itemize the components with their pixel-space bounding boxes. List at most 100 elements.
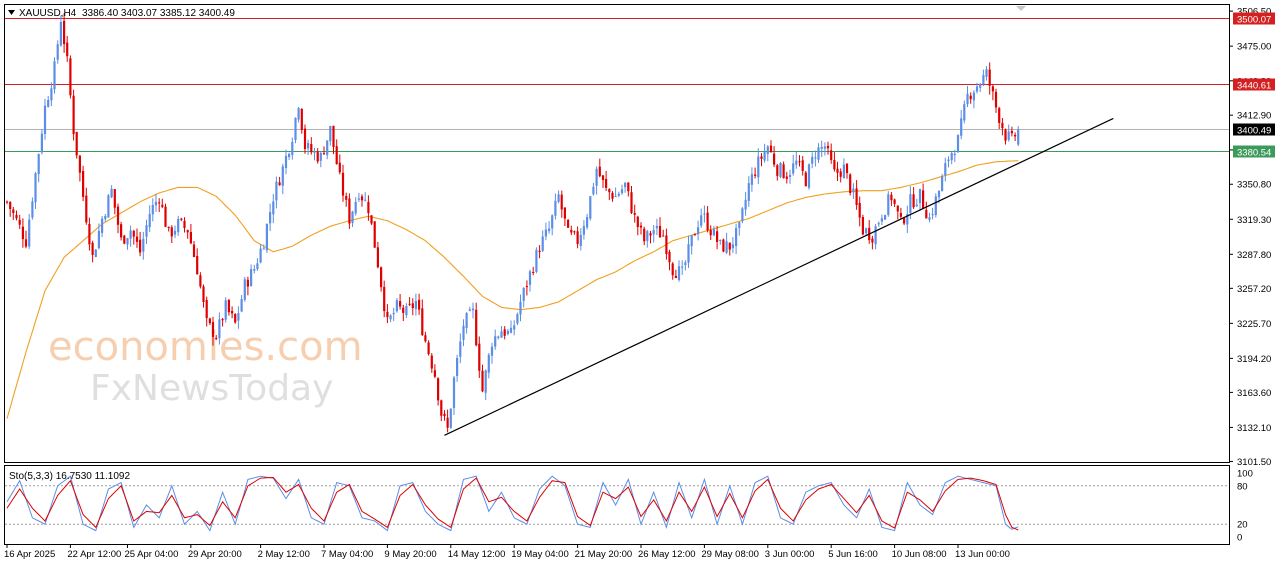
- candle-body: [706, 212, 709, 231]
- candle-body: [950, 153, 953, 161]
- candle-body: [120, 224, 123, 238]
- candle-body: [966, 93, 969, 105]
- candle-body: [364, 199, 367, 201]
- candle-body: [665, 235, 668, 254]
- candle-body: [750, 174, 753, 185]
- candle-body: [199, 275, 202, 287]
- candle-body: [788, 175, 792, 177]
- candle-body: [348, 198, 351, 224]
- candle-body: [617, 193, 620, 196]
- candle-body: [284, 155, 288, 168]
- candle-body: [294, 118, 297, 140]
- candle-body: [830, 150, 833, 161]
- candle-body: [934, 196, 937, 215]
- candle-body: [253, 269, 256, 271]
- candle-body: [684, 262, 687, 266]
- candle-body: [998, 108, 1001, 123]
- price-level-tag-3: [1233, 145, 1275, 158]
- y-tick-label-6: 3319.30: [1237, 215, 1271, 226]
- candle-body: [468, 309, 471, 311]
- candle-body: [345, 196, 348, 200]
- candle-body: [1004, 129, 1007, 141]
- x-tick-label-8: 19 May 04:00: [511, 549, 569, 560]
- osc-axis-label-2: 20: [1237, 520, 1248, 531]
- candle-body: [259, 248, 262, 263]
- candle-body: [303, 128, 307, 150]
- scroll-marker-icon[interactable]: [1016, 6, 1026, 11]
- candle-body: [915, 204, 918, 207]
- candle-body: [712, 229, 715, 236]
- candle-body: [899, 213, 902, 217]
- candle-body: [231, 311, 234, 314]
- candle-body: [278, 182, 281, 186]
- osc-axis-label-1: 80: [1237, 481, 1248, 492]
- candle-body: [395, 300, 398, 312]
- candle-body: [202, 286, 205, 302]
- candle-body: [500, 331, 503, 338]
- candle-body: [595, 168, 598, 186]
- candle-body: [836, 168, 839, 173]
- y-tick-label-11: 3163.60: [1237, 388, 1271, 399]
- candle-body: [582, 226, 585, 235]
- stoch-d-line: [6, 476, 1019, 531]
- candle-body: [763, 151, 766, 161]
- candle-body: [370, 215, 373, 224]
- candle-body: [849, 174, 852, 193]
- candle-body: [884, 215, 887, 220]
- candle-body: [972, 92, 975, 101]
- candle-body: [218, 319, 221, 339]
- candle-body: [535, 249, 538, 272]
- y-tick-label-0: 3506.50: [1237, 7, 1271, 18]
- candle-body: [487, 354, 490, 373]
- candle-body: [877, 223, 880, 225]
- candle-body: [953, 153, 956, 156]
- candle-body: [744, 199, 747, 210]
- candle-body: [129, 230, 132, 239]
- candle-body: [532, 272, 535, 273]
- candle-body: [592, 186, 595, 195]
- candle-body: [633, 213, 636, 215]
- candle-body: [101, 218, 104, 233]
- candle-body: [652, 230, 655, 235]
- candle-body: [82, 171, 85, 197]
- watermark-line1: economies.com: [48, 324, 363, 370]
- candle-body: [240, 299, 243, 312]
- candle-body: [1017, 129, 1020, 145]
- candle-body: [173, 230, 177, 235]
- candle-body: [576, 231, 579, 244]
- candle-body: [186, 230, 189, 233]
- candle-body: [180, 218, 183, 220]
- triangle-down-icon[interactable]: [8, 10, 15, 15]
- x-tick-label-3: 29 Apr 20:00: [188, 549, 242, 560]
- price-level-labels: 3500.07 3440.61 3400.49 3380.54: [1233, 12, 1275, 159]
- candle-body: [906, 214, 909, 225]
- x-tick-label-14: 10 Jun 08:00: [892, 549, 947, 560]
- candle-body: [947, 159, 950, 162]
- candle-body: [909, 194, 912, 213]
- watermark: economies.com FxNewsToday: [48, 324, 363, 409]
- candle-body: [69, 58, 72, 96]
- candle-body: [380, 267, 383, 288]
- candle-body: [237, 313, 240, 321]
- candle-body: [662, 235, 665, 237]
- candle-body: [820, 146, 823, 149]
- candle-body: [386, 311, 389, 318]
- x-tick-label-6: 9 May 20:00: [384, 549, 436, 560]
- y-tick-label-1: 3475.00: [1237, 42, 1271, 53]
- candle-body: [224, 300, 227, 320]
- candle-body: [601, 175, 605, 180]
- candle-body: [852, 188, 855, 193]
- candle-body: [265, 224, 268, 251]
- candle-body: [456, 357, 459, 376]
- candle-body: [31, 201, 34, 218]
- candle-body: [151, 205, 154, 215]
- candle-body: [627, 182, 630, 192]
- trendline-line[interactable]: [444, 117, 1114, 436]
- trendline[interactable]: [444, 117, 1114, 436]
- candle-body: [405, 306, 408, 316]
- watermark-line2: FxNewsToday: [90, 368, 333, 409]
- candle-body: [639, 225, 643, 228]
- y-tick-label-12: 3132.10: [1237, 423, 1271, 434]
